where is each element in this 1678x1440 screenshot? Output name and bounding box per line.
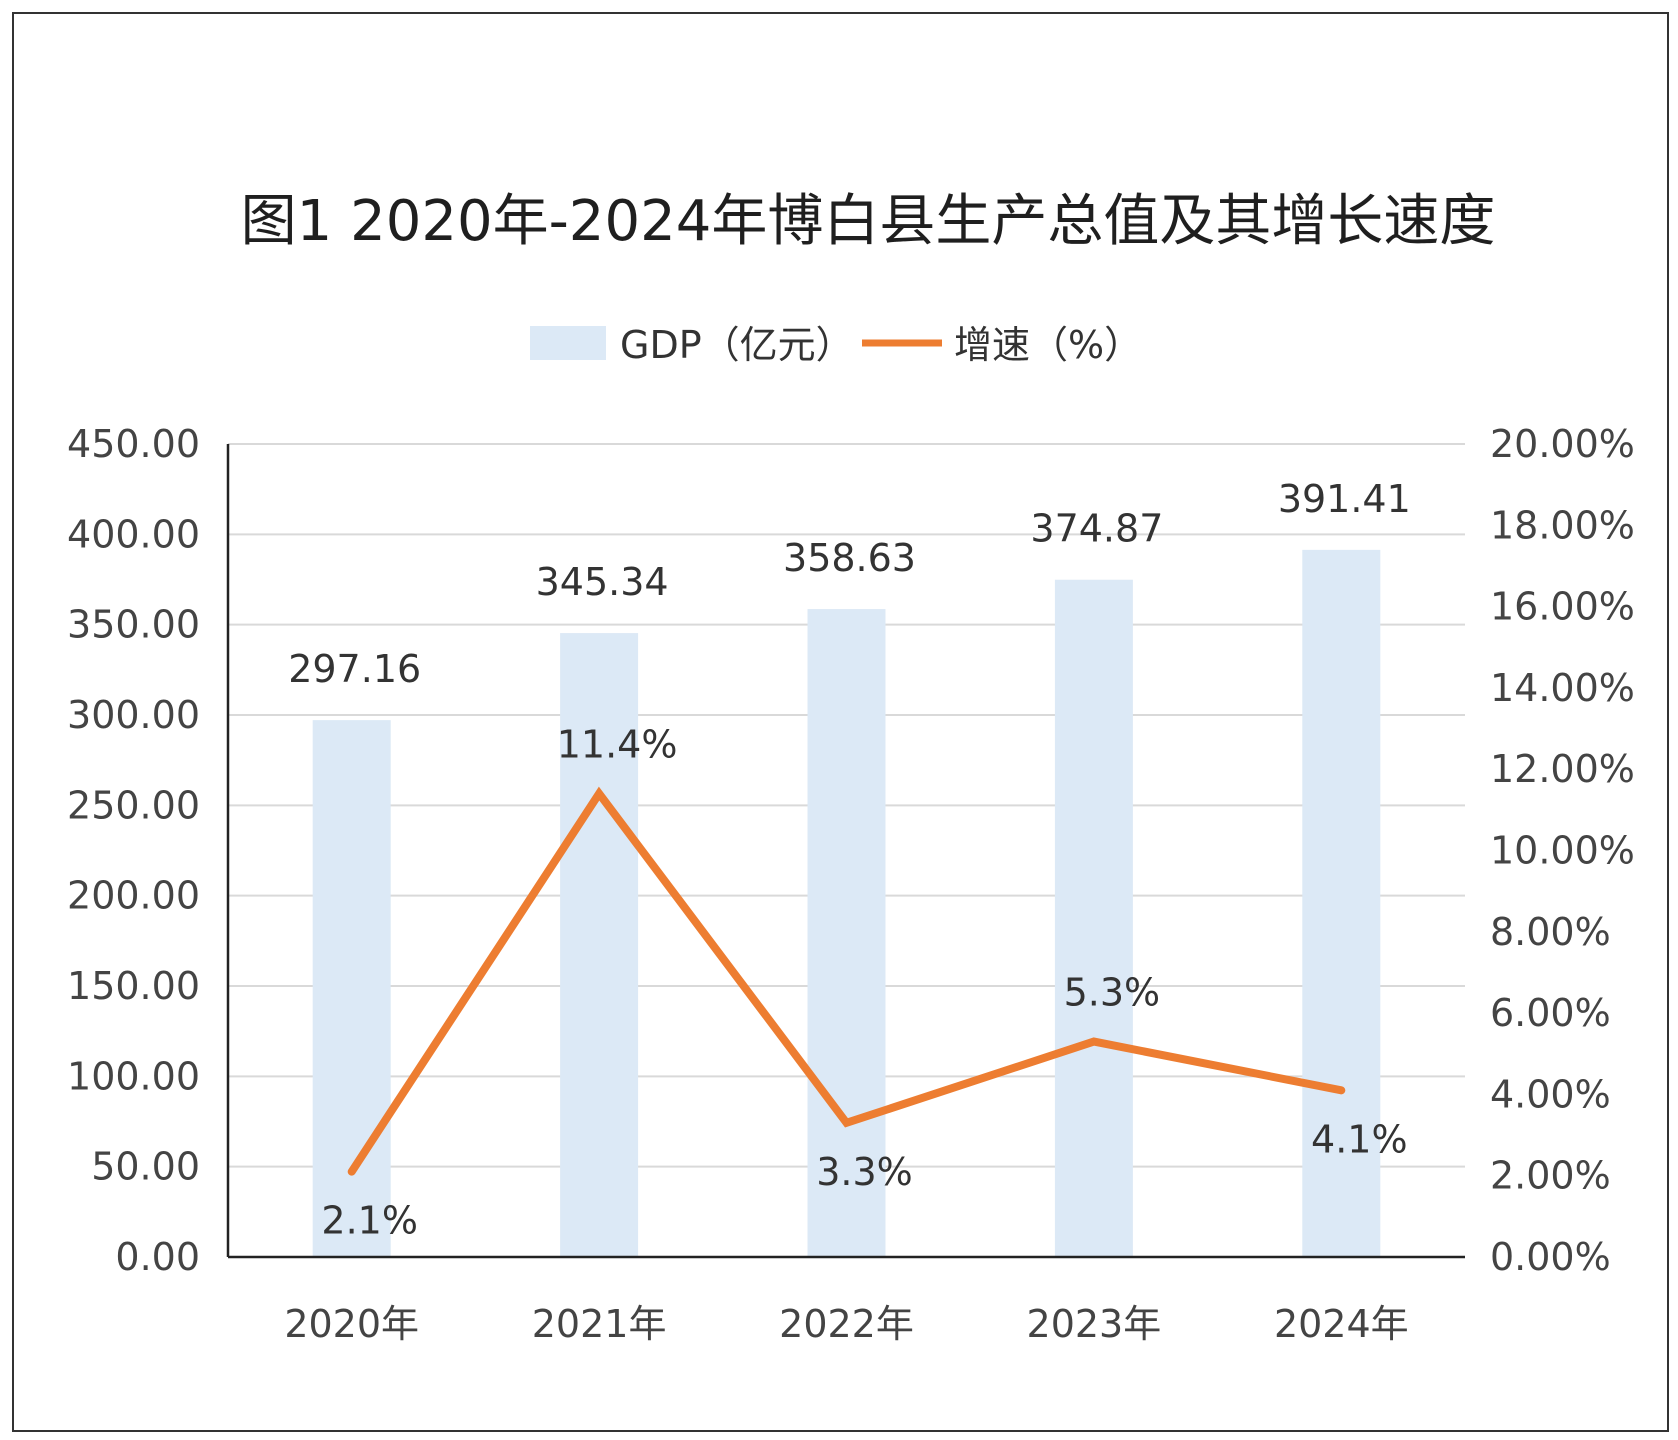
gdp-bar bbox=[1054, 579, 1133, 1257]
x-tick-label: 2021年 bbox=[532, 1302, 667, 1346]
gdp-bar bbox=[560, 633, 639, 1257]
gdp-data-label: 358.63 bbox=[783, 536, 916, 580]
gdp-bar bbox=[312, 720, 391, 1257]
y-right-tick-label: 18.00% bbox=[1490, 503, 1635, 547]
gdp-data-label: 374.87 bbox=[1030, 507, 1163, 551]
growth-data-label: 3.3% bbox=[816, 1150, 913, 1194]
y-right-tick-label: 4.00% bbox=[1490, 1072, 1611, 1116]
gdp-data-label: 345.34 bbox=[536, 560, 669, 604]
x-tick-label: 2020年 bbox=[284, 1302, 419, 1346]
legend: GDP（亿元） 增速（%） bbox=[530, 323, 1142, 367]
growth-data-label: 2.1% bbox=[321, 1199, 418, 1243]
y-right-tick-label: 12.00% bbox=[1490, 747, 1635, 791]
y-right-tick-label: 6.00% bbox=[1490, 991, 1611, 1035]
y-right-tick-label: 10.00% bbox=[1490, 829, 1635, 873]
growth-data-label: 4.1% bbox=[1311, 1117, 1408, 1161]
y-right-tick-label: 8.00% bbox=[1490, 910, 1611, 954]
growth-data-label: 11.4% bbox=[557, 723, 678, 767]
y-right-tick-label: 16.00% bbox=[1490, 585, 1635, 629]
y-right-tick-label: 20.00% bbox=[1490, 422, 1635, 466]
legend-growth-label: 增速（%） bbox=[954, 323, 1142, 367]
y-left-tick-label: 50.00 bbox=[91, 1145, 200, 1189]
y-left-tick-label: 450.00 bbox=[67, 422, 200, 466]
chart-title: 图1 2020年-2024年博白县生产总值及其增长速度 bbox=[241, 189, 1496, 254]
bars bbox=[312, 549, 1381, 1257]
gdp-bar bbox=[807, 609, 886, 1257]
y-right-tick-label: 14.00% bbox=[1490, 666, 1635, 710]
gdp-data-label: 297.16 bbox=[288, 647, 421, 691]
y-left-tick-label: 0.00 bbox=[115, 1235, 200, 1279]
x-tick-label: 2024年 bbox=[1274, 1302, 1409, 1346]
gdp-bar bbox=[1302, 549, 1381, 1257]
y-right-tick-label: 0.00% bbox=[1490, 1235, 1611, 1279]
legend-bar-swatch bbox=[530, 326, 606, 360]
y-left-tick-label: 150.00 bbox=[67, 964, 200, 1008]
y-left-tick-label: 350.00 bbox=[67, 603, 200, 647]
x-tick-label: 2022年 bbox=[779, 1302, 914, 1346]
y-left-tick-label: 250.00 bbox=[67, 783, 200, 827]
y-left-tick-label: 400.00 bbox=[67, 512, 200, 556]
y-left-tick-label: 100.00 bbox=[67, 1054, 200, 1098]
gdp-data-label: 391.41 bbox=[1278, 477, 1411, 521]
y-left-tick-label: 300.00 bbox=[67, 693, 200, 737]
growth-line bbox=[347, 786, 1346, 1176]
data-labels: 297.16 345.34 358.63 374.87 391.41 2.1% 11.4% 3… bbox=[288, 477, 1411, 1243]
y-left-tick-label: 200.00 bbox=[67, 874, 200, 918]
legend-gdp-label: GDP（亿元） bbox=[620, 323, 854, 367]
tick-labels: 0.00 50.00 100.00 150.00 200.00 250.00 300.00 3… bbox=[67, 422, 1635, 1346]
growth-data-label: 5.3% bbox=[1064, 971, 1161, 1015]
growth-line-layer bbox=[347, 786, 1346, 1176]
y-right-tick-label: 2.00% bbox=[1490, 1154, 1611, 1198]
axes bbox=[226, 444, 1465, 1259]
x-tick-label: 2023年 bbox=[1027, 1302, 1162, 1346]
